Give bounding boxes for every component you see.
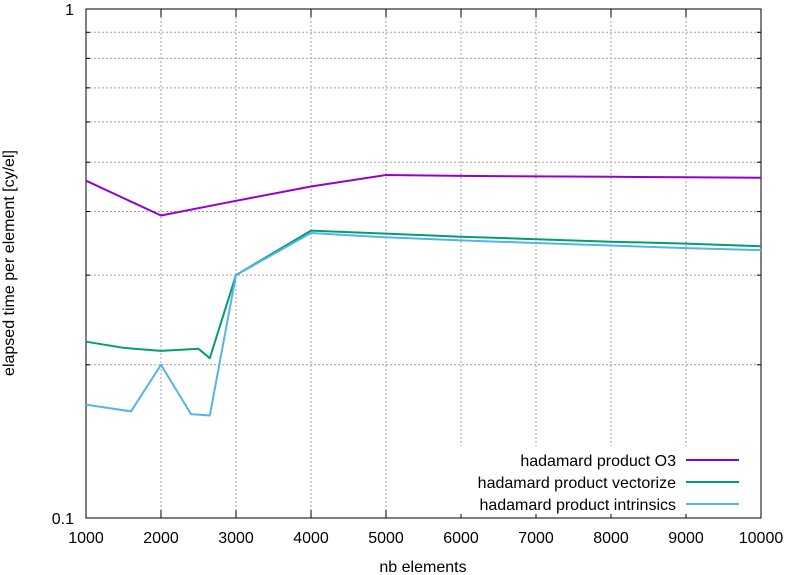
legend-label: hadamard product O3 <box>520 453 676 470</box>
series-lines <box>85 174 762 417</box>
legend-background <box>440 446 758 514</box>
x-axis-label: nb elements <box>379 559 466 575</box>
x-tick-label: 5000 <box>368 530 404 547</box>
legend-label: hadamard product intrinsics <box>479 497 676 514</box>
x-tick-label: 4000 <box>293 530 329 547</box>
grid-lines <box>86 9 761 518</box>
series-line-3 <box>85 232 762 417</box>
y-tick-labels: 0.11 <box>52 2 74 528</box>
x-tick-label: 3000 <box>218 530 254 547</box>
y-tick-label: 0.1 <box>52 511 74 528</box>
axis-ticks <box>85 8 762 519</box>
x-tick-label: 2000 <box>143 530 179 547</box>
legend: hadamard product O3 hadamard product vect… <box>440 446 758 514</box>
x-tick-label: 1000 <box>68 530 104 547</box>
x-tick-labels: 1000 2000 3000 4000 5000 6000 7000 8000 9000 1000… <box>68 530 783 547</box>
legend-label: hadamard product vectorize <box>478 475 676 492</box>
x-tick-label: 8000 <box>593 530 629 547</box>
x-tick-label: 9000 <box>668 530 704 547</box>
x-tick-label: 10000 <box>739 530 784 547</box>
series-line-2 <box>85 229 762 360</box>
y-axis-label: elapsed time per element [cy/el] <box>1 150 18 376</box>
x-tick-label: 6000 <box>443 530 479 547</box>
series-line-1 <box>85 174 762 217</box>
plot-frame <box>85 8 762 519</box>
x-tick-label: 7000 <box>518 530 554 547</box>
y-tick-label: 1 <box>65 2 74 19</box>
